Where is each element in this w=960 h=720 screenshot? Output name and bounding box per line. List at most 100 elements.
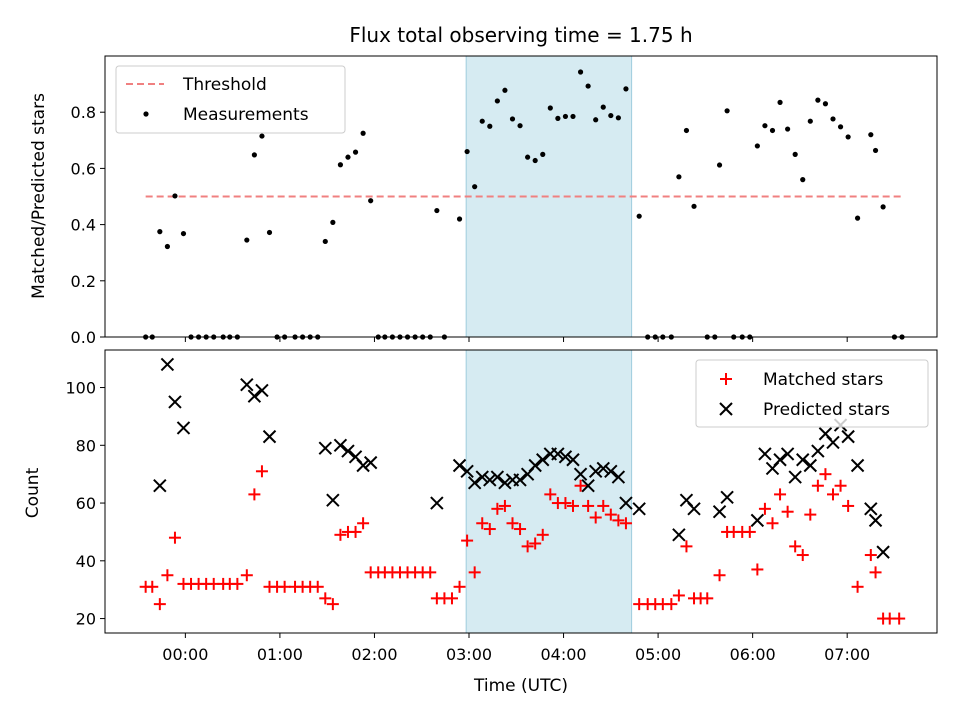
predicted-star-point xyxy=(168,395,182,409)
predicted-star-point xyxy=(841,429,855,444)
predicted-star-point xyxy=(356,458,370,473)
measurement-point xyxy=(251,152,257,158)
predicted-star-point xyxy=(490,470,505,484)
measurement-point xyxy=(360,130,366,136)
matched-star-point xyxy=(851,580,864,593)
legend-bottom: Matched stars Predicted stars xyxy=(695,359,929,428)
measurement-point xyxy=(683,127,690,134)
matched-star-point xyxy=(751,563,764,576)
predicted-star-point xyxy=(750,513,765,528)
matched-star-point xyxy=(834,479,847,492)
measurement-point xyxy=(337,162,344,168)
predicted-star-point xyxy=(803,458,818,473)
matched-star-point xyxy=(334,528,347,541)
predicted-star-point xyxy=(864,502,878,516)
matched-star-point xyxy=(255,465,268,478)
matched-star-point xyxy=(796,549,809,562)
matched-star-point xyxy=(248,488,261,501)
measurement-point xyxy=(180,230,187,237)
y-tick-label: 80 xyxy=(76,436,96,455)
matched-star-point xyxy=(758,502,771,515)
matched-star-point xyxy=(514,523,527,536)
legend-frame-bottom xyxy=(695,359,929,428)
measurement-point xyxy=(769,127,776,134)
counts-panel: 20 40 60 80 100 00:00 01:00 02:00 03:00 04:00 05:… xyxy=(23,349,938,696)
y-tick-label: 20 xyxy=(76,610,96,629)
matched-star-point xyxy=(491,502,504,515)
predicted-star-point xyxy=(632,502,646,516)
measurement-point xyxy=(547,105,553,111)
matched-star-point xyxy=(842,499,855,512)
predicted-star-point xyxy=(558,450,573,464)
chart-title: Flux total observing time = 1.75 h xyxy=(349,23,692,47)
predicted-star-point xyxy=(811,444,825,458)
measurement-point xyxy=(577,69,584,75)
x-axis-top xyxy=(184,337,848,342)
matched-star-point xyxy=(811,479,824,492)
matched-star-point xyxy=(567,499,579,512)
measurement-point xyxy=(777,99,783,105)
predicted-star-point xyxy=(326,493,340,507)
measurement-point xyxy=(880,204,886,210)
predicted-star-point xyxy=(758,447,772,461)
measurement-point xyxy=(456,216,463,222)
predicted-star-point xyxy=(566,453,580,467)
legend-matched-label: Matched stars xyxy=(763,370,883,390)
matched-star-point xyxy=(864,549,877,562)
predicted-star-point xyxy=(160,357,175,372)
plot-frame-top xyxy=(104,55,938,338)
matched-star-point xyxy=(766,517,779,530)
matched-star-point xyxy=(349,525,362,538)
measurement-point xyxy=(593,117,599,123)
measurement-point xyxy=(570,113,576,120)
matched-star-point xyxy=(819,468,832,481)
predicted-star-point xyxy=(363,455,378,470)
x-tick-label: 07:00 xyxy=(824,645,870,664)
matched-star-point xyxy=(701,592,714,605)
matched-star-point xyxy=(461,534,474,547)
measurement-point xyxy=(676,174,682,180)
predicted-star-point xyxy=(780,447,795,461)
predicted-star-point xyxy=(712,505,727,519)
y-tick-label: 60 xyxy=(76,494,96,513)
y-axis-bottom: 20 40 60 80 100 xyxy=(65,379,105,629)
predicted-star-point xyxy=(536,453,550,467)
matched-star-point xyxy=(893,612,906,625)
measurement-point xyxy=(830,116,836,122)
predicted-star-point xyxy=(176,421,191,435)
measurement-point xyxy=(724,108,730,114)
matched-star-point xyxy=(240,569,253,582)
predicted-star-point xyxy=(153,479,167,493)
matched-star-point xyxy=(231,577,244,590)
measurement-point xyxy=(479,118,485,124)
matched-star-point xyxy=(529,537,542,550)
matched-star-point xyxy=(424,566,437,579)
measurement-point xyxy=(472,184,478,190)
predicted-star-point xyxy=(687,502,701,516)
matched-star-point xyxy=(326,598,339,611)
measurement-point xyxy=(807,118,813,124)
measurement-point xyxy=(172,193,178,199)
measurement-point xyxy=(464,148,470,155)
measurement-point xyxy=(615,115,621,121)
predicted-star-point xyxy=(333,438,348,453)
measurement-point xyxy=(532,157,538,164)
measurement-point xyxy=(517,123,523,129)
predicted-star-point xyxy=(430,496,444,510)
x-tick-label: 04:00 xyxy=(540,645,586,664)
measurement-point xyxy=(600,104,606,110)
matched-star-point xyxy=(804,508,817,521)
matched-star-point xyxy=(680,540,693,553)
measurement-point xyxy=(345,154,351,160)
predicted-star-point xyxy=(573,467,588,481)
y-axis-label-top: Matched/Predicted stars xyxy=(29,93,49,299)
predicted-star-point xyxy=(796,453,810,467)
x-tick-label: 06:00 xyxy=(730,645,776,664)
predicted-star-point xyxy=(611,470,626,484)
predicted-star-point xyxy=(876,545,890,559)
predicted-star-point xyxy=(773,453,787,467)
measurement-point xyxy=(837,124,844,130)
measurement-point xyxy=(322,238,328,245)
predicted-star-point xyxy=(240,377,254,392)
